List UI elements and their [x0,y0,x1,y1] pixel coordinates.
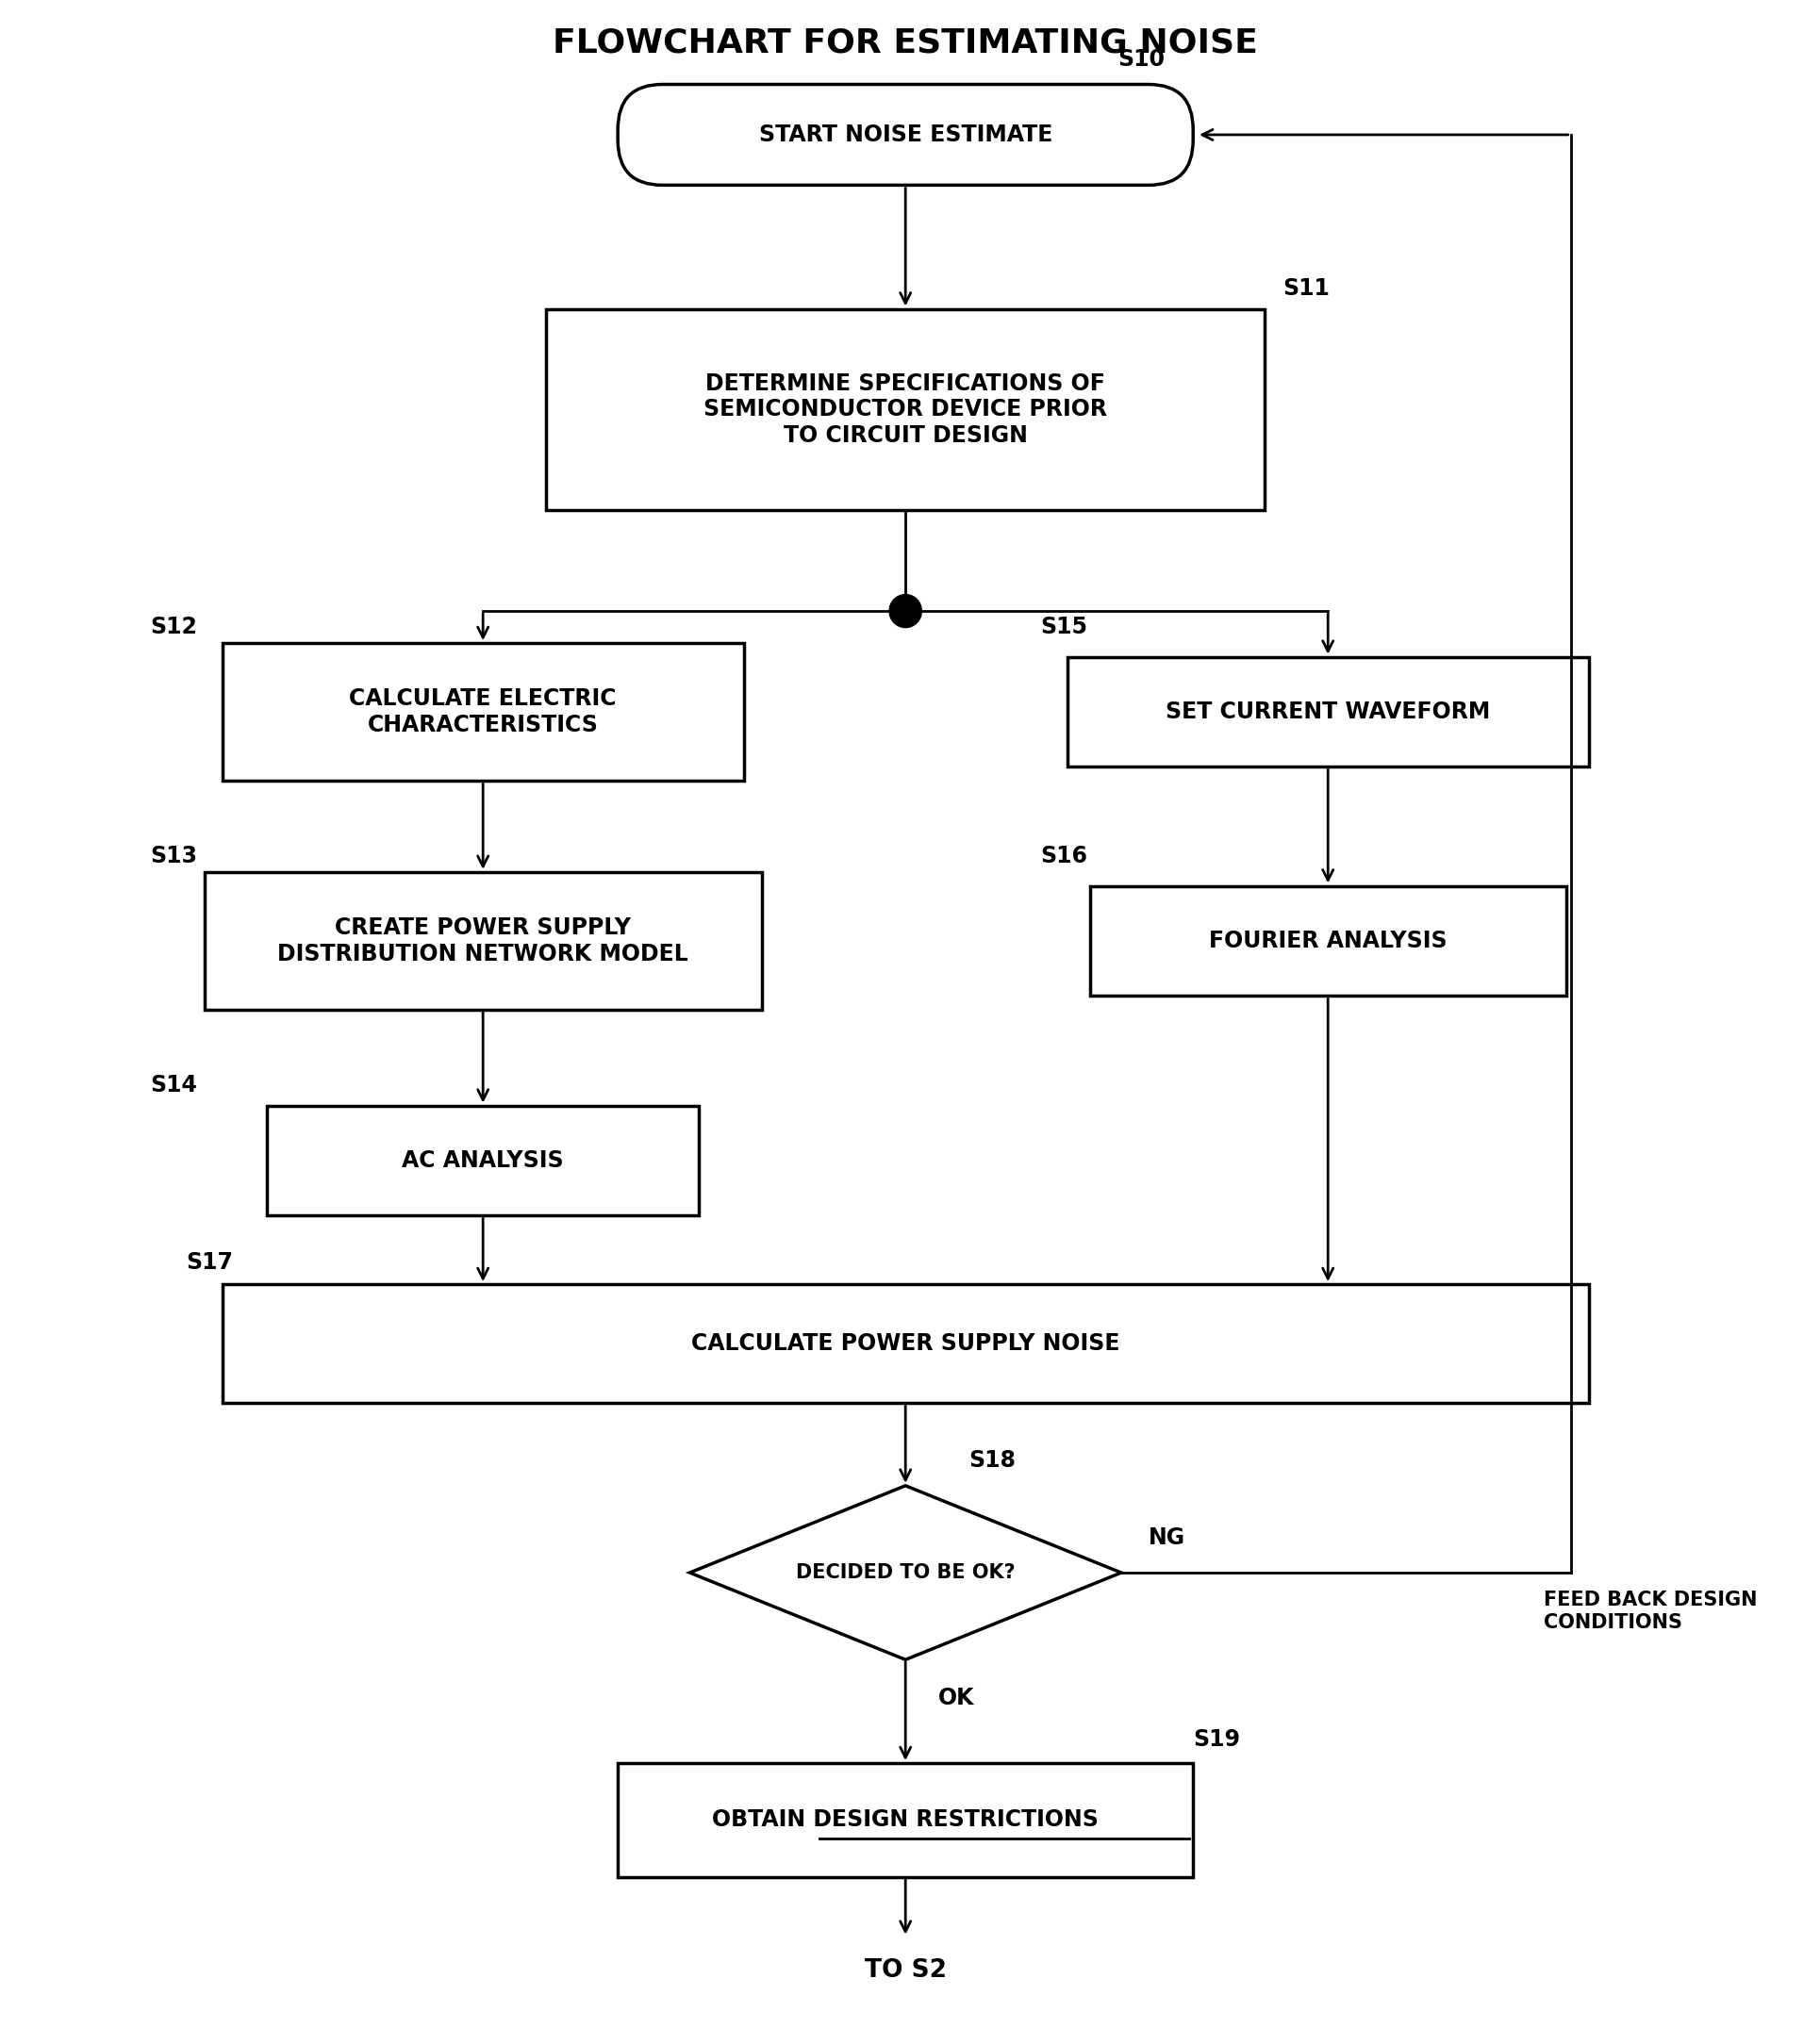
Bar [222,1284,1589,1403]
Bar [204,872,761,1010]
Bar [222,643,744,781]
Text: S13: S13 [151,846,198,868]
Bar [1090,886,1567,996]
Text: START NOISE ESTIMATE: START NOISE ESTIMATE [759,124,1052,146]
Circle shape [890,594,921,627]
Text: S18: S18 [968,1450,1016,1472]
Text: S12: S12 [151,617,197,639]
Text: CREATE POWER SUPPLY
DISTRIBUTION NETWORK MODEL: CREATE POWER SUPPLY DISTRIBUTION NETWORK… [277,917,688,965]
Text: S19: S19 [1194,1728,1239,1750]
FancyBboxPatch shape [617,85,1194,185]
Bar [617,1762,1194,1876]
Text: AC ANALYSIS: AC ANALYSIS [402,1150,564,1172]
Text: OK: OK [937,1685,974,1710]
Text: S17: S17 [186,1251,233,1274]
Text: DETERMINE SPECIFICATIONS OF
SEMICONDUCTOR DEVICE PRIOR
TO CIRCUIT DESIGN: DETERMINE SPECIFICATIONS OF SEMICONDUCTO… [704,371,1107,446]
Bar [268,1105,699,1215]
Text: CALCULATE POWER SUPPLY NOISE: CALCULATE POWER SUPPLY NOISE [692,1332,1119,1355]
Bar [546,308,1265,511]
Text: FLOWCHART FOR ESTIMATING NOISE: FLOWCHART FOR ESTIMATING NOISE [553,26,1258,59]
Text: TO S2: TO S2 [864,1957,946,1983]
Text: CALCULATE ELECTRIC
CHARACTERISTICS: CALCULATE ELECTRIC CHARACTERISTICS [349,687,617,736]
Text: OBTAIN DESIGN RESTRICTIONS: OBTAIN DESIGN RESTRICTIONS [712,1809,1099,1831]
Text: DECIDED TO BE OK?: DECIDED TO BE OK? [795,1564,1016,1582]
Bar [1067,657,1589,767]
Polygon shape [690,1487,1121,1659]
Text: S14: S14 [151,1073,197,1097]
Text: S15: S15 [1041,617,1088,639]
Text: SET CURRENT WAVEFORM: SET CURRENT WAVEFORM [1165,700,1491,724]
Text: S10: S10 [1117,49,1165,71]
Text: S16: S16 [1041,846,1088,868]
Text: S11: S11 [1283,278,1330,300]
Text: FOURIER ANALYSIS: FOURIER ANALYSIS [1208,929,1447,951]
Text: FEED BACK DESIGN
CONDITIONS: FEED BACK DESIGN CONDITIONS [1543,1592,1758,1633]
Text: NG: NG [1148,1527,1185,1549]
